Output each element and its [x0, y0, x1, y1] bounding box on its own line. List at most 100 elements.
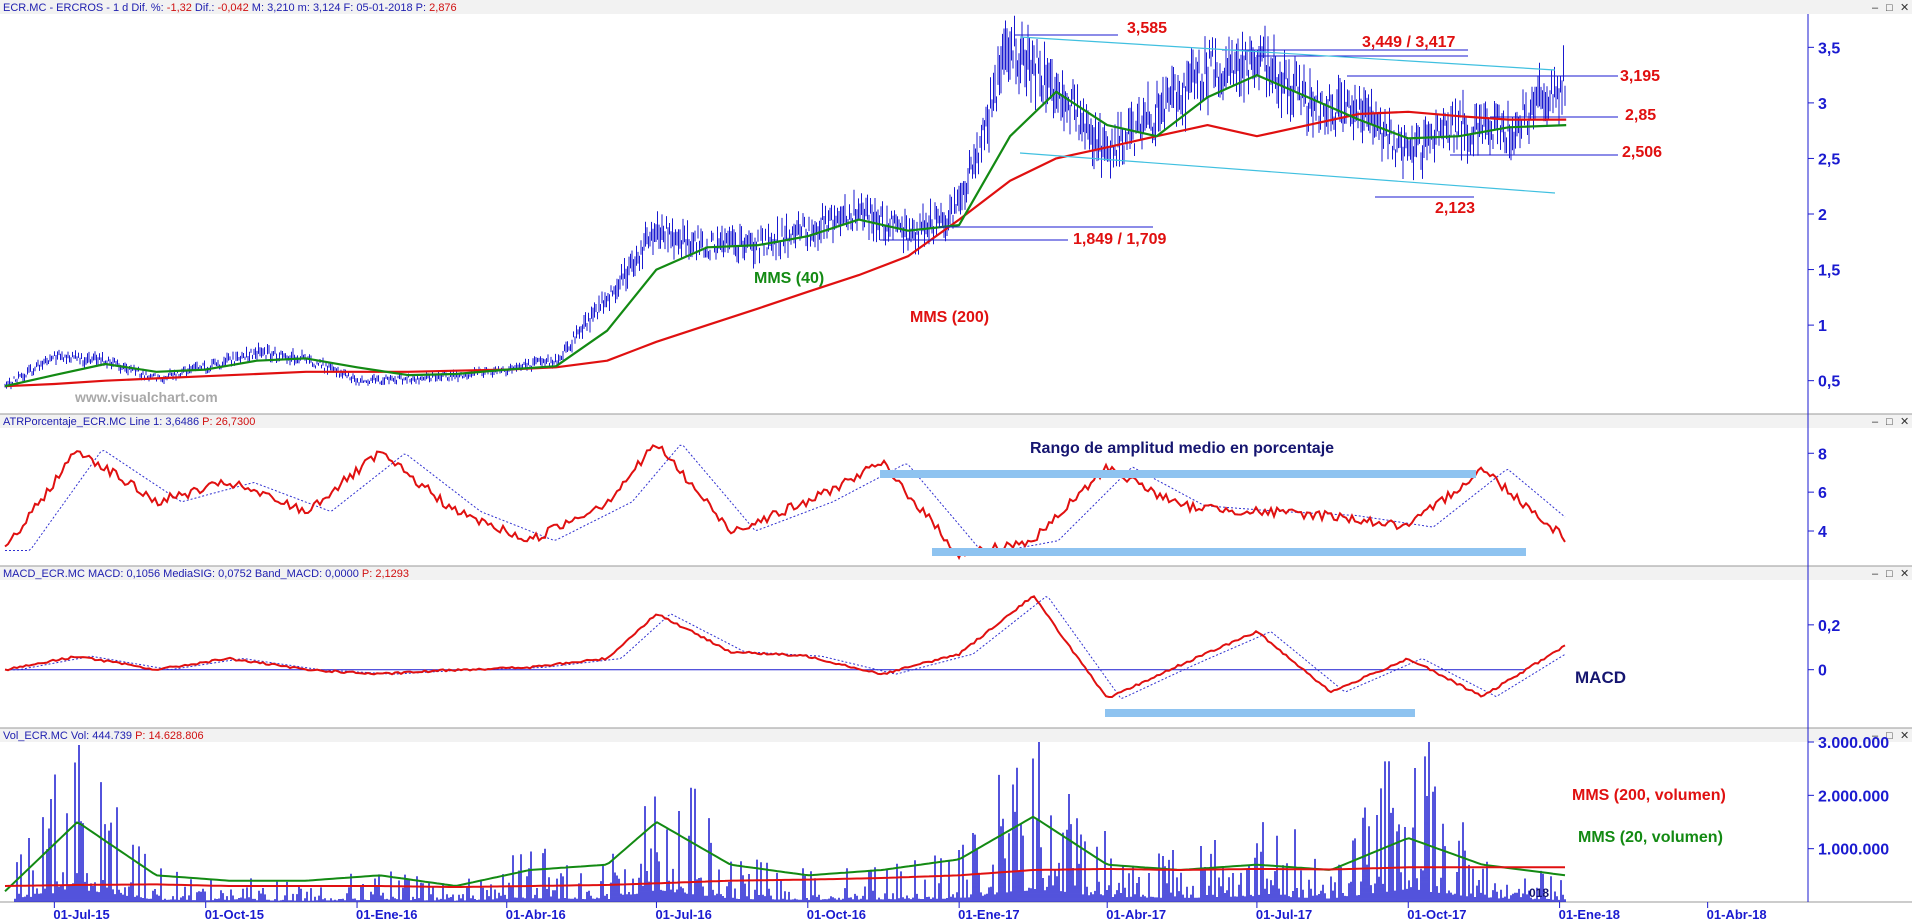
title-part: M: 3,210 m: 3,124 F: 05-01-2018 P:: [249, 2, 429, 14]
level-label: 1,849 / 1,709: [1073, 231, 1167, 248]
level-label: 3,449 / 3,417: [1362, 34, 1456, 51]
price-title-bar: [0, 0, 1912, 14]
atr-band-bottom: [932, 548, 1526, 556]
mms40-label: MMS (40): [754, 270, 824, 287]
title-part: P: 2,1293: [362, 568, 409, 580]
x-tick-label: 01-Jul-16: [655, 907, 711, 922]
mms40-line: [4, 73, 1567, 388]
vol-mms20-label: MMS (20, volumen): [1578, 829, 1723, 846]
title-part: Vol_ECR.MC Vol: 444.739: [3, 730, 135, 742]
level-label: 3,585: [1127, 20, 1167, 37]
title-part: P: 26,7300: [202, 416, 255, 428]
x-tick-label: 01-Ene-16: [356, 907, 417, 922]
x-tick-label: 01-Oct-15: [205, 907, 264, 922]
minimize-icon[interactable]: –: [1872, 568, 1879, 580]
maximize-icon[interactable]: □: [1886, 416, 1893, 428]
y-tick-label: 2,5: [1818, 151, 1840, 168]
y-tick-label: 8: [1818, 446, 1827, 463]
macd-signal-line: [5, 596, 1566, 700]
y-tick-label: 0: [1818, 663, 1827, 680]
close-icon[interactable]: ✕: [1900, 2, 1909, 14]
y-tick-label: 0,5: [1818, 374, 1840, 391]
level-label: 2,123: [1435, 200, 1475, 217]
atr-line: [4, 444, 1566, 561]
y-tick-label: 6: [1818, 485, 1827, 502]
title-part: -1,32: [167, 2, 192, 14]
x-tick-label: 01-Abr-16: [506, 907, 566, 922]
y-tick-label: 2.000.000: [1818, 788, 1889, 805]
vol-mms20-line: [4, 815, 1566, 893]
price-panel: [4, 15, 1567, 390]
title-part: ECR.MC - ERCROS - 1 d Dif. %:: [3, 2, 167, 14]
atr-panel: [4, 444, 1566, 561]
y-tick-label: 3.000.000: [1818, 735, 1889, 752]
maximize-icon[interactable]: □: [1886, 730, 1893, 742]
y-tick-label: 4: [1818, 524, 1827, 541]
level-label: 3,195: [1620, 68, 1660, 85]
y-tick-label: 1.000.000: [1818, 842, 1889, 859]
price-panel-title: ECR.MC - ERCROS - 1 d Dif. %: -1,32 Dif.…: [3, 2, 457, 14]
atr-panel-title: ATRPorcentaje_ECR.MC Line 1: 3,6486 P: 2…: [3, 416, 255, 428]
window-controls: – □ ✕– □ ✕– □ ✕– □ ✕: [1872, 2, 1909, 742]
x-tick-label: 01-Jul-17: [1256, 907, 1312, 922]
minimize-icon[interactable]: –: [1872, 730, 1879, 742]
title-part: Dif.:: [192, 2, 218, 14]
atr-annotation: Rango de amplitud medio en porcentaje: [1030, 440, 1334, 457]
x-tick-label: 01-Abr-18: [1707, 907, 1767, 922]
macd-title-bar: [0, 566, 1912, 580]
vol-clipped-label: 018: [1529, 886, 1549, 900]
macd-line: [4, 595, 1566, 698]
panel-frames: [0, 0, 1912, 903]
close-icon[interactable]: ✕: [1900, 730, 1909, 742]
level-label: 2,506: [1622, 144, 1662, 161]
macd-annotation: MACD: [1575, 668, 1626, 687]
price-bars: [4, 15, 1566, 390]
y-tick-label: 3,5: [1818, 40, 1840, 57]
vol-mms200-label: MMS (200, volumen): [1572, 787, 1726, 804]
minimize-icon[interactable]: –: [1872, 416, 1879, 428]
vol-title-bar: [0, 728, 1912, 742]
title-part: 2,876: [429, 2, 457, 14]
maximize-icon[interactable]: □: [1886, 2, 1893, 14]
atr-annotations: Rango de amplitud medio en porcentaje: [880, 440, 1526, 556]
close-icon[interactable]: ✕: [1900, 416, 1909, 428]
atr-signal-line: [5, 444, 1566, 555]
volume-bars: [14, 742, 1566, 902]
axes: 3,5 3 2,5 2 1,5 1 0,5 01-Jul-15 01-Oct-15 01-Ene-…: [53, 40, 1889, 922]
x-tick-label: 01-Abr-17: [1106, 907, 1166, 922]
y-tick-label: 2: [1818, 207, 1827, 224]
minimize-icon[interactable]: –: [1872, 2, 1879, 14]
vol-annotations: MMS (200, volumen) MMS (20, volumen) 018: [1529, 787, 1726, 900]
close-icon[interactable]: ✕: [1900, 568, 1909, 580]
x-tick-label: 01-Ene-17: [958, 907, 1019, 922]
price-level-labels: 3,585 3,449 / 3,417 3,195 2,85 2,506 2,1…: [754, 20, 1662, 326]
mms200-label: MMS (200): [910, 309, 989, 326]
macd-band: [1105, 709, 1415, 717]
maximize-icon[interactable]: □: [1886, 568, 1893, 580]
vol-panel-title: Vol_ECR.MC Vol: 444.739 P: 14.628.806: [3, 730, 204, 742]
x-tick-label: 01-Oct-16: [807, 907, 866, 922]
watermark: www.visualchart.com: [74, 389, 218, 405]
mms200-line: [4, 110, 1567, 388]
macd-annotations: MACD: [1105, 668, 1626, 717]
atr-band-top: [880, 470, 1476, 478]
title-part: P: 14.628.806: [135, 730, 204, 742]
channel-upper: [1019, 36, 1556, 71]
y-tick-label: 1,5: [1818, 263, 1840, 280]
title-part: -0,042: [218, 2, 249, 14]
channel-lower: [1019, 152, 1556, 194]
macd-panel: [4, 595, 1566, 700]
atr-title-bar: [0, 414, 1912, 428]
x-tick-label: 01-Jul-15: [53, 907, 109, 922]
title-part: MACD_ECR.MC MACD: 0,1056 MediaSIG: 0,075…: [3, 568, 362, 580]
macd-panel-title: MACD_ECR.MC MACD: 0,1056 MediaSIG: 0,075…: [3, 568, 409, 580]
title-part: ATRPorcentaje_ECR.MC Line 1: 3,6486: [3, 416, 202, 428]
x-tick-label: 01-Ene-18: [1559, 907, 1620, 922]
y-tick-label: 3: [1818, 96, 1827, 113]
y-tick-label: 1: [1818, 318, 1827, 335]
x-tick-label: 01-Oct-17: [1407, 907, 1466, 922]
y-tick-label: 0,2: [1818, 618, 1840, 635]
volume-panel: [4, 742, 1566, 902]
price-level-lines: [880, 34, 1618, 241]
